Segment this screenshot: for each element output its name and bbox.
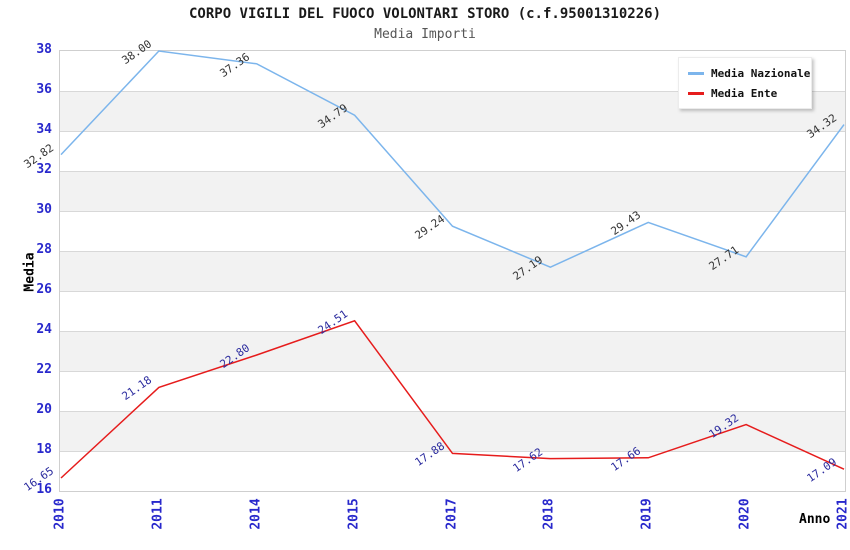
legend: Media Nazionale Media Ente bbox=[678, 57, 812, 109]
x-tick-label: 2019 bbox=[639, 498, 655, 530]
y-tick-label: 34 bbox=[36, 122, 52, 137]
x-axis-title: Anno bbox=[799, 512, 831, 527]
y-tick-label: 18 bbox=[36, 442, 52, 457]
x-tick-label: 2021 bbox=[835, 498, 850, 530]
legend-item-media-ente[interactable]: Media Ente bbox=[688, 85, 802, 101]
legend-swatch-media-ente bbox=[688, 91, 704, 95]
y-tick-label: 38 bbox=[36, 42, 52, 57]
chart-title: CORPO VIGILI DEL FUOCO VOLONTARI STORO (… bbox=[188, 6, 661, 22]
legend-label-media-ente: Media Ente bbox=[711, 86, 778, 100]
y-tick-label: 24 bbox=[36, 322, 52, 337]
y-tick-label: 16 bbox=[36, 482, 52, 497]
y-axis-title: Media bbox=[22, 252, 38, 292]
y-tick-label: 22 bbox=[36, 362, 52, 377]
plot-area: 32.82 38.00 37.36 34.79 29.24 27.19 29.43 27.71… bbox=[21, 37, 846, 494]
y-tick-label: 30 bbox=[36, 202, 52, 217]
x-tick-label: 2011 bbox=[150, 498, 166, 530]
chart-subtitle: Media Importi bbox=[374, 27, 476, 42]
x-tick-label: 2015 bbox=[346, 498, 362, 530]
series-svg bbox=[60, 50, 845, 479]
x-tick-label: 2014 bbox=[248, 498, 264, 530]
y-tick-label: 28 bbox=[36, 242, 52, 257]
y-tick-label: 32 bbox=[36, 162, 52, 177]
x-tick-label: 2010 bbox=[52, 498, 68, 530]
legend-label-media-nazionale: Media Nazionale bbox=[711, 66, 811, 80]
x-tick-label: 2018 bbox=[541, 498, 557, 530]
legend-item-media-nazionale[interactable]: Media Nazionale bbox=[688, 65, 810, 81]
x-tick-label: 2020 bbox=[737, 498, 753, 530]
y-tick-label: 26 bbox=[36, 282, 52, 297]
y-tick-label: 20 bbox=[36, 402, 52, 417]
x-tick-label: 2017 bbox=[444, 498, 459, 530]
series-line-media-ente[interactable] bbox=[60, 319, 845, 479]
y-tick-label: 36 bbox=[36, 82, 52, 97]
legend-swatch-media-nazionale bbox=[688, 71, 704, 75]
series-line-media-nazionale[interactable] bbox=[60, 50, 845, 269]
